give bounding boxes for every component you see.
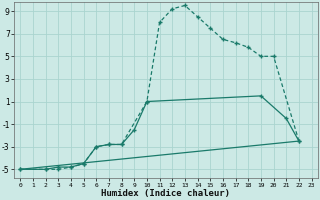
X-axis label: Humidex (Indice chaleur): Humidex (Indice chaleur) <box>101 189 230 198</box>
